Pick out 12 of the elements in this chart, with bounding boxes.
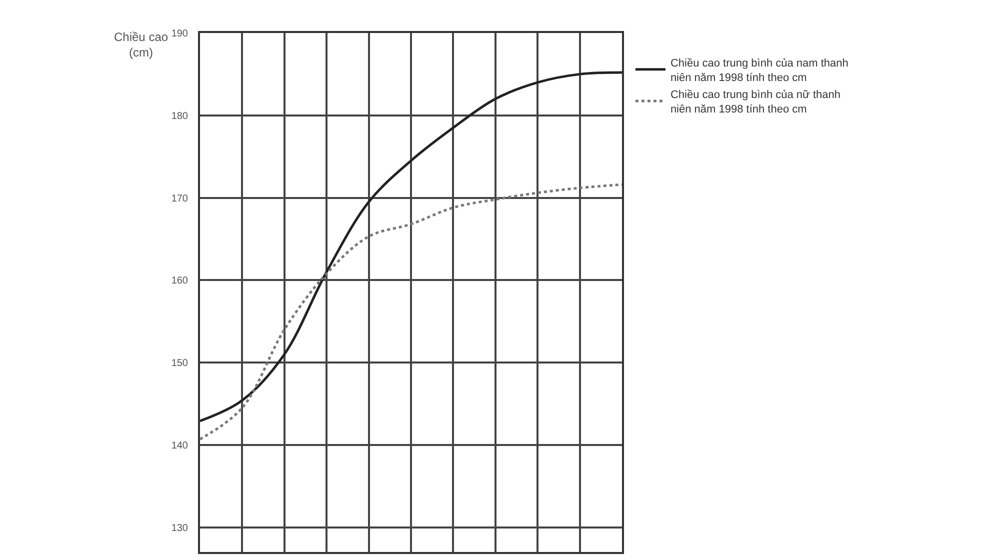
y-tick-label: 140 [171, 440, 188, 452]
legend-label: Chiều cao trung bình của nữ thanh niên năm 1998 tính theo cm [670, 89, 840, 116]
legend-label: Chiều cao trung bình của nam thanh niên năm 1998 tính theo cm [670, 58, 848, 84]
line-series [200, 71, 622, 422]
y-tick-label: 130 [171, 522, 188, 534]
y-tick-label: 150 [171, 358, 188, 370]
y-tick-label: 170 [171, 193, 188, 204]
y-tick-label: 160 [171, 276, 188, 287]
y-axis-title: Chiều cao (cm) [114, 30, 168, 60]
y-tick-label: 190 [171, 28, 188, 40]
line-series [200, 183, 622, 440]
y-tick-label: 180 [171, 110, 188, 122]
